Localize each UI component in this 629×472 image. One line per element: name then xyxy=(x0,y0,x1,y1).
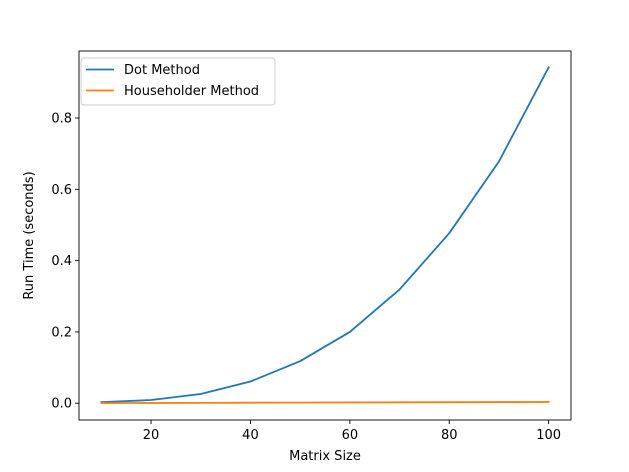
x-axis-ticks: 20 40 60 80 100 xyxy=(143,420,561,443)
y-tick-label-0-8: 0.8 xyxy=(51,112,72,127)
series-lines xyxy=(100,66,550,404)
series-line-dot-method xyxy=(100,66,550,404)
y-tick-label-0-4: 0.4 xyxy=(51,254,72,269)
y-axis-ticks: 0.0 0.2 0.4 0.6 0.8 xyxy=(51,112,79,412)
y-axis-label: Run Time (seconds) xyxy=(22,171,37,299)
legend-box xyxy=(80,57,276,106)
x-tick-label-60: 60 xyxy=(342,428,359,443)
x-tick-label-100: 100 xyxy=(536,428,561,443)
x-axis-label: Matrix Size xyxy=(289,449,361,464)
plot-area xyxy=(78,50,572,421)
x-tick-label-80: 80 xyxy=(441,428,458,443)
axes-frame xyxy=(78,50,572,421)
y-tick-label-0-2: 0.2 xyxy=(51,325,72,340)
x-tick-label-40: 40 xyxy=(242,428,259,443)
series-line-householder-method xyxy=(100,401,550,404)
x-tick-label-20: 20 xyxy=(143,428,160,443)
legend-label-dot-method: Dot Method xyxy=(124,63,200,78)
legend-label-householder-method: Householder Method xyxy=(124,84,259,99)
legend: Dot Method Householder Method xyxy=(80,57,276,106)
y-tick-label-0-0: 0.0 xyxy=(51,397,72,412)
y-tick-label-0-6: 0.6 xyxy=(51,183,72,198)
